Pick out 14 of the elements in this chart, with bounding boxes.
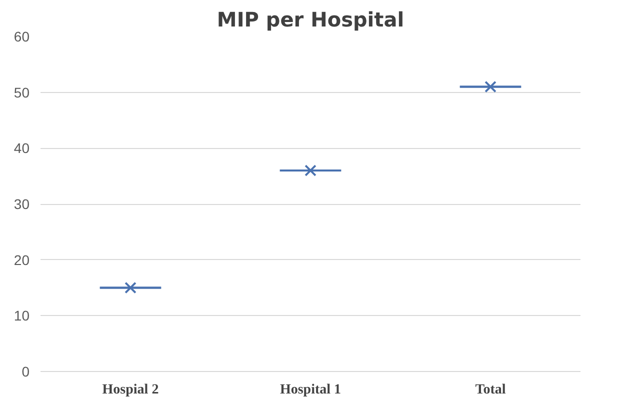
y-tick-label: 60 [14,28,30,44]
y-tick-label: 30 [14,196,30,212]
point [304,164,316,176]
y-tick-label: 50 [14,84,30,100]
y-tick-label: 20 [14,252,30,268]
x-tick-label: Hospital 1 [280,382,342,398]
y-tick-label: 10 [14,308,30,324]
x-tick-label: Hospial 2 [102,382,159,398]
y-tick-label: 0 [22,364,30,380]
point [124,282,136,294]
chart-title: MIP per Hospital [216,8,404,32]
y-tick-label: 40 [14,140,30,156]
point [484,80,496,93]
x-tick-label: Total [475,382,506,398]
